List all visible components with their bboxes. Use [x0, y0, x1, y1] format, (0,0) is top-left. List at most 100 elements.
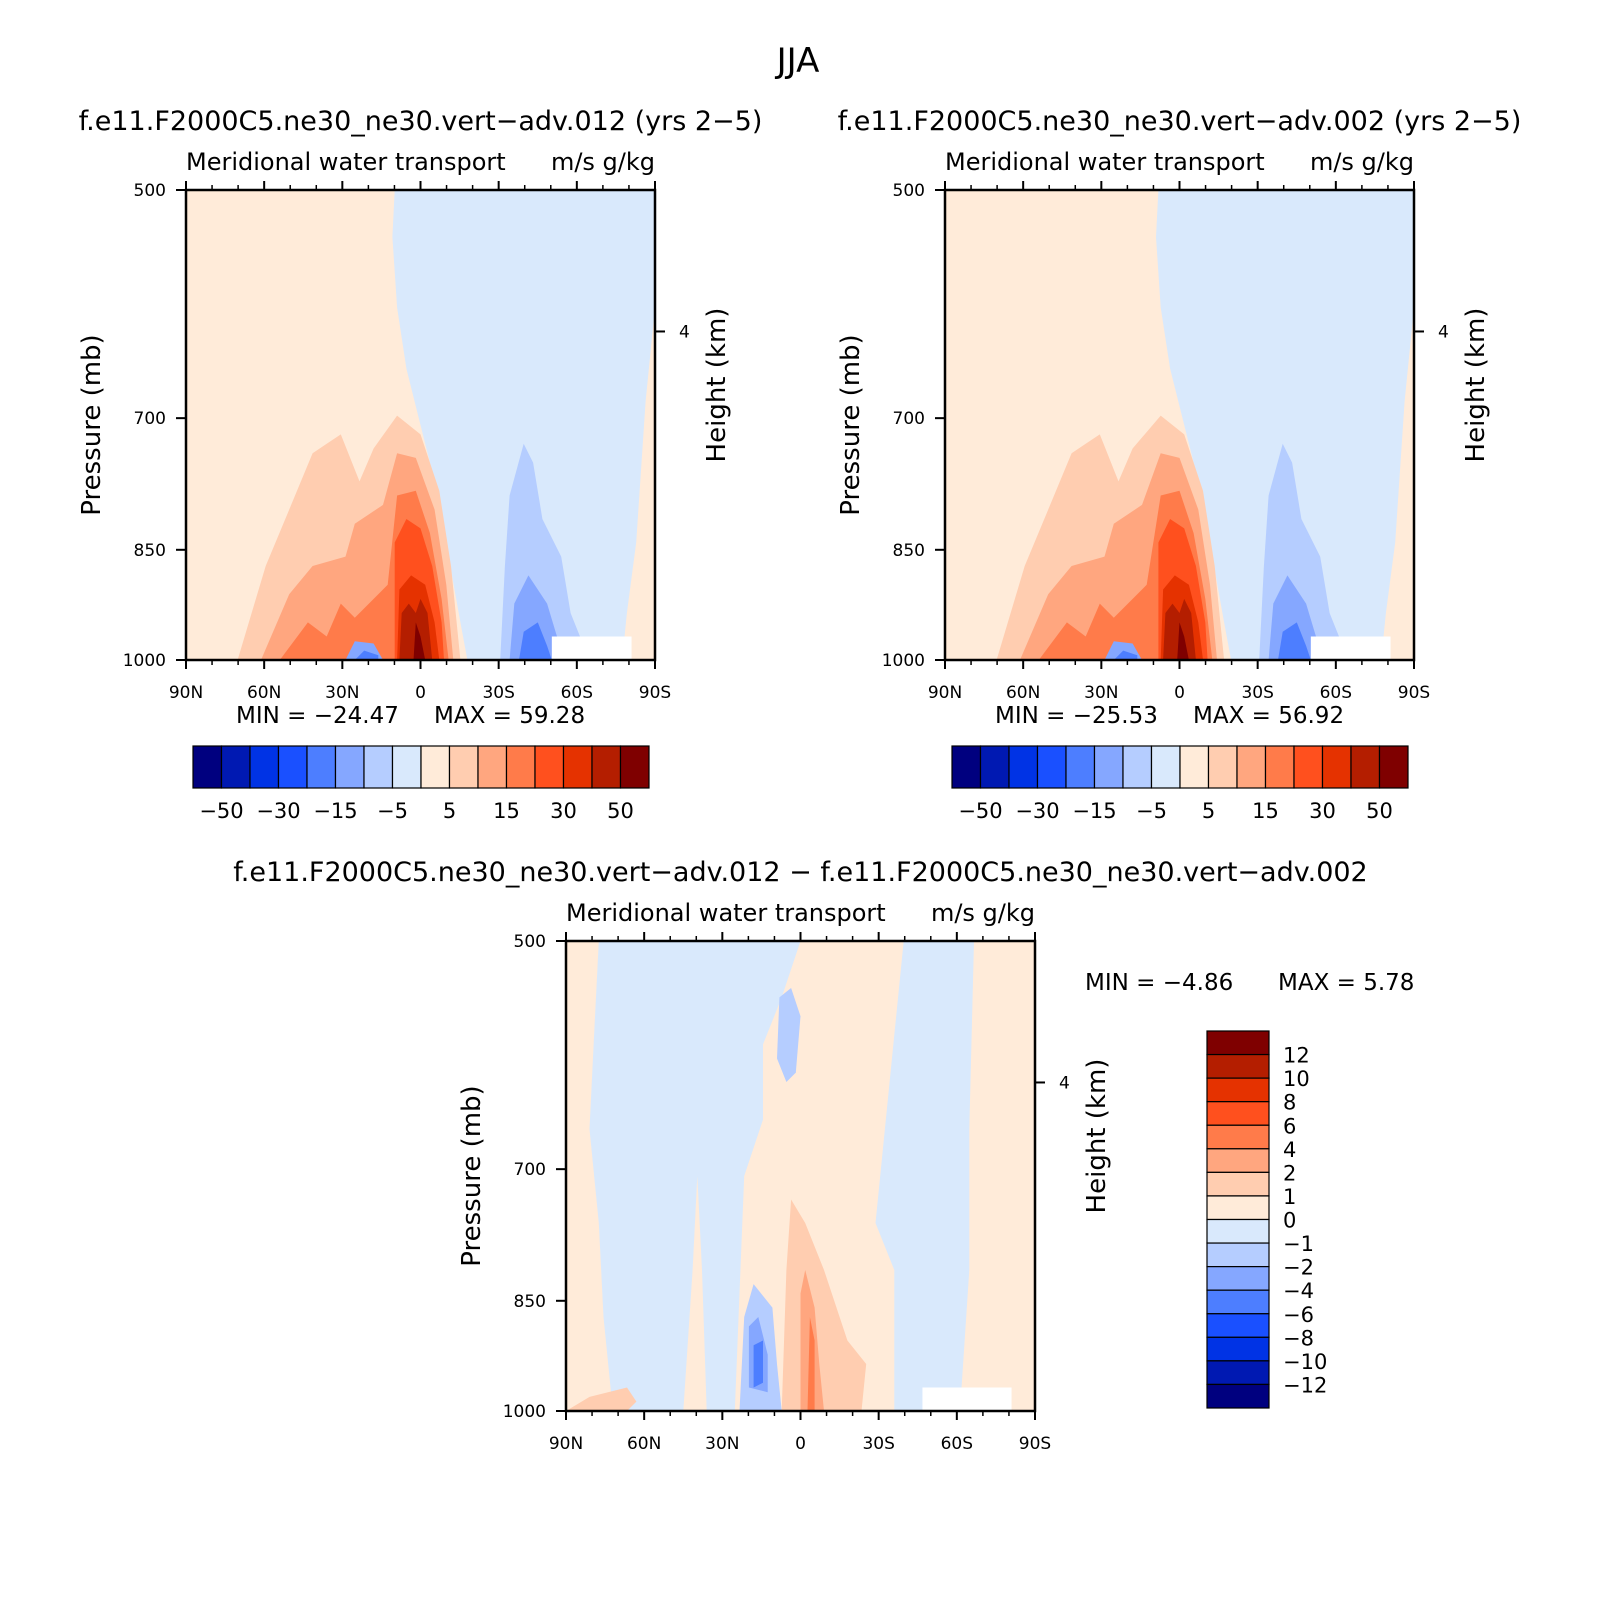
panel-3: f.e11.F2000C5.ne30_ne30.vert−adv.012 − f… [233, 857, 1414, 1454]
contour-field [186, 190, 655, 660]
colorbar-cell [619, 745, 650, 789]
x-tick-label: 90N [169, 683, 203, 703]
colorbar-label: 15 [493, 799, 520, 823]
y-tick-label: 700 [893, 409, 925, 429]
x-tick-label: 60N [1006, 683, 1040, 703]
colorbar-label: 0 [1283, 1209, 1296, 1233]
colorbar-cell [420, 745, 451, 789]
colorbar-cell [1206, 1101, 1270, 1126]
contour-region [922, 1387, 1012, 1411]
colorbar-cell [1065, 745, 1096, 789]
colorbar-label: 5 [443, 799, 456, 823]
colorbar-cell [979, 745, 1010, 789]
x-tick-label: 60S [561, 683, 593, 703]
colorbar: −50 −30 −15 −5 5 15 30 50 [192, 745, 650, 823]
colorbar-cell [1293, 745, 1324, 789]
contour-region [519, 622, 552, 660]
panel-title: f.e11.F2000C5.ne30_ne30.vert−adv.012 − f… [233, 857, 1368, 888]
x-tick-label: 90S [1398, 683, 1430, 703]
colorbar-cell [1206, 1266, 1270, 1291]
colorbar-label: −8 [1283, 1326, 1314, 1350]
colorbar-cell [1321, 745, 1352, 789]
contour-region [566, 1387, 637, 1411]
left-subtitle: Meridional water transport [186, 148, 506, 176]
colorbar-cell [1206, 1336, 1270, 1362]
right-subtitle: m/s g/kg [551, 148, 655, 176]
figure-title: JJA [775, 41, 820, 81]
panel-1: f.e11.F2000C5.ne30_ne30.vert−adv.012 (yr… [77, 106, 762, 823]
colorbar-cell [391, 745, 422, 789]
colorbar-cell [1122, 745, 1153, 789]
x-tick-label: 90N [928, 683, 962, 703]
x-tick-label: 30S [1241, 683, 1273, 703]
colorbar-cell [1206, 1030, 1270, 1056]
panel-title: f.e11.F2000C5.ne30_ne30.vert−adv.002 (yr… [838, 106, 1522, 137]
x-tick-label: 60N [247, 683, 281, 703]
contour-region [1113, 650, 1138, 660]
x-tick-label: 90S [639, 683, 671, 703]
contour-region [566, 941, 613, 1411]
colorbar-cell [1350, 745, 1381, 789]
contour-region [683, 1176, 707, 1411]
colorbar-label: −4 [1283, 1279, 1314, 1303]
max-label: MAX = 59.28 [434, 703, 585, 729]
colorbar-cell [1179, 745, 1210, 789]
colorbar-cell [1236, 745, 1267, 789]
colorbar-cell [1206, 1218, 1270, 1244]
colorbar-cell [220, 745, 251, 789]
colorbar-label: −30 [256, 799, 300, 823]
y-axis-label: Pressure (mb) [77, 334, 107, 515]
colorbar-label: 1 [1283, 1185, 1296, 1209]
left-subtitle: Meridional water transport [566, 899, 886, 927]
contour-region [1177, 622, 1189, 660]
colorbar-cell [1206, 1360, 1270, 1386]
y-right-axis-label: Height (km) [1082, 1059, 1112, 1214]
y-tick-label: 1000 [123, 651, 166, 671]
x-tick-label: 0 [795, 1434, 806, 1454]
colorbar-label: −30 [1015, 799, 1059, 823]
y-tick-label: 1000 [882, 651, 925, 671]
colorbar-cell [448, 745, 479, 789]
x-tick-label: 90S [1019, 1434, 1051, 1454]
colorbar-cell [1036, 745, 1067, 789]
y-tick-label: 700 [514, 1160, 546, 1180]
colorbar-label: 6 [1283, 1114, 1296, 1138]
x-tick-label: 0 [415, 683, 426, 703]
colorbar-label: 30 [550, 799, 577, 823]
contour-region [354, 650, 379, 660]
contour-region [622, 307, 655, 660]
contour-region [413, 622, 426, 660]
contour-region [1268, 575, 1321, 660]
colorbar-cell [277, 745, 308, 789]
colorbar-label: 8 [1283, 1091, 1296, 1115]
x-tick-label: 30S [482, 683, 514, 703]
contour-region [1310, 636, 1391, 660]
colorbar-cell [1207, 745, 1238, 789]
y-right-tick-label: 4 [679, 322, 690, 342]
colorbar-label: −5 [377, 799, 408, 823]
colorbar-cell [1206, 1171, 1270, 1197]
colorbar-label: −50 [958, 799, 1002, 823]
colorbar: −50 −30 −15 −5 5 15 30 50 [951, 745, 1409, 823]
x-tick-label: 90N [549, 1434, 583, 1454]
y-right-tick-label: 4 [1059, 1073, 1070, 1093]
colorbar-label: 12 [1283, 1044, 1310, 1068]
colorbar-label: −12 [1283, 1373, 1327, 1397]
y-tick-label: 1000 [503, 1402, 546, 1422]
min-label: MIN = −24.47 [236, 703, 399, 729]
contour-region [509, 575, 562, 660]
colorbar-cell [951, 745, 982, 789]
panels: f.e11.F2000C5.ne30_ne30.vert−adv.012 (yr… [77, 106, 1521, 1454]
contour-field [945, 190, 1414, 660]
x-tick-label: 30S [862, 1434, 894, 1454]
colorbar-cell [1150, 745, 1181, 789]
y-tick-label: 500 [893, 181, 925, 201]
colorbar-label: −10 [1283, 1350, 1327, 1374]
colorbar-label: 50 [607, 799, 634, 823]
x-tick-label: 60N [627, 1434, 661, 1454]
y-tick-label: 700 [134, 409, 166, 429]
colorbar-label: 10 [1283, 1067, 1310, 1091]
colorbar-cell [1206, 1053, 1270, 1079]
